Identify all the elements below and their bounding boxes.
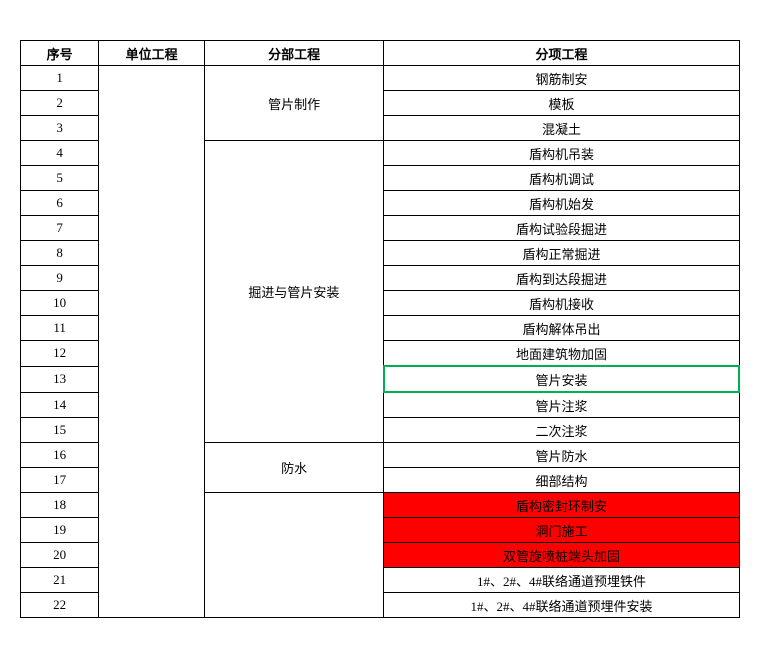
cell-seq: 16 bbox=[21, 443, 99, 468]
cell-sub: 掘进与管片安装 bbox=[204, 141, 383, 443]
cell-item: 盾构机调试 bbox=[384, 166, 739, 191]
cell-item: 盾构试验段掘进 bbox=[384, 216, 739, 241]
cell-item: 混凝土 bbox=[384, 116, 739, 141]
header-sub: 分部工程 bbox=[204, 41, 383, 66]
cell-seq: 2 bbox=[21, 91, 99, 116]
cell-seq: 9 bbox=[21, 266, 99, 291]
cell-seq: 4 bbox=[21, 141, 99, 166]
cell-item: 细部结构 bbox=[384, 468, 739, 493]
cell-item: 模板 bbox=[384, 91, 739, 116]
cell-seq: 11 bbox=[21, 316, 99, 341]
header-item: 分项工程 bbox=[384, 41, 739, 66]
header-row: 序号 单位工程 分部工程 分项工程 bbox=[21, 41, 740, 66]
cell-seq: 3 bbox=[21, 116, 99, 141]
cell-seq: 20 bbox=[21, 543, 99, 568]
engineering-table: 序号 单位工程 分部工程 分项工程 1管片制作钢筋制安2模板3混凝土4掘进与管片… bbox=[20, 40, 740, 618]
cell-seq: 1 bbox=[21, 66, 99, 91]
cell-seq: 10 bbox=[21, 291, 99, 316]
cell-seq: 8 bbox=[21, 241, 99, 266]
header-unit: 单位工程 bbox=[99, 41, 205, 66]
cell-item: 1#、2#、4#联络通道预埋件安装 bbox=[384, 593, 739, 618]
cell-item: 管片注浆 bbox=[384, 392, 739, 418]
cell-seq: 15 bbox=[21, 418, 99, 443]
cell-item: 管片安装 bbox=[384, 366, 739, 392]
cell-seq: 18 bbox=[21, 493, 99, 518]
cell-seq: 14 bbox=[21, 392, 99, 418]
cell-item: 盾构正常掘进 bbox=[384, 241, 739, 266]
table-row: 1管片制作钢筋制安 bbox=[21, 66, 740, 91]
cell-item: 地面建筑物加固 bbox=[384, 341, 739, 367]
cell-item: 二次注浆 bbox=[384, 418, 739, 443]
cell-seq: 21 bbox=[21, 568, 99, 593]
cell-item: 1#、2#、4#联络通道预埋铁件 bbox=[384, 568, 739, 593]
cell-sub bbox=[204, 493, 383, 618]
cell-seq: 6 bbox=[21, 191, 99, 216]
cell-seq: 5 bbox=[21, 166, 99, 191]
cell-item: 钢筋制安 bbox=[384, 66, 739, 91]
cell-item: 盾构机始发 bbox=[384, 191, 739, 216]
cell-seq: 19 bbox=[21, 518, 99, 543]
cell-sub: 管片制作 bbox=[204, 66, 383, 141]
header-seq: 序号 bbox=[21, 41, 99, 66]
cell-item: 双管旋喷桩端头加固 bbox=[384, 543, 739, 568]
cell-item: 盾构机吊装 bbox=[384, 141, 739, 166]
cell-seq: 7 bbox=[21, 216, 99, 241]
cell-item: 盾构机接收 bbox=[384, 291, 739, 316]
cell-item: 盾构到达段掘进 bbox=[384, 266, 739, 291]
cell-item: 洞门施工 bbox=[384, 518, 739, 543]
cell-item: 盾构解体吊出 bbox=[384, 316, 739, 341]
cell-sub: 防水 bbox=[204, 443, 383, 493]
cell-seq: 12 bbox=[21, 341, 99, 367]
cell-unit bbox=[99, 66, 205, 618]
cell-item: 盾构密封环制安 bbox=[384, 493, 739, 518]
cell-item: 管片防水 bbox=[384, 443, 739, 468]
cell-seq: 22 bbox=[21, 593, 99, 618]
cell-seq: 17 bbox=[21, 468, 99, 493]
cell-seq: 13 bbox=[21, 366, 99, 392]
